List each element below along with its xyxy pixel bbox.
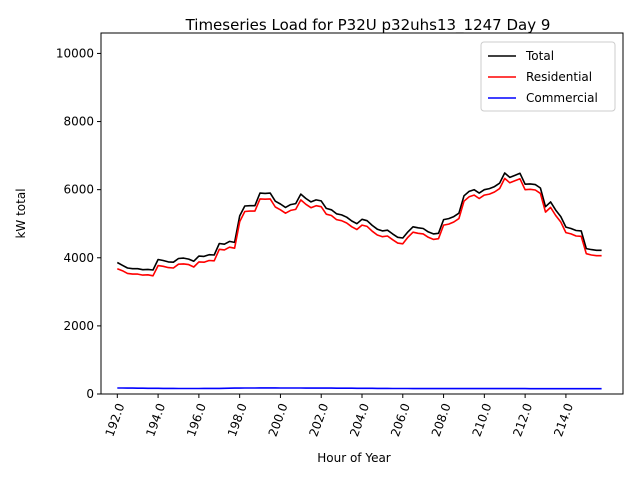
legend: Total Residential Commercial [480,41,616,112]
series-line-residential [117,177,602,277]
chart-title: Timeseries Load for P32U p32uhs13_1247 D… [185,16,551,35]
y-tick-label: 4000 [63,251,94,265]
x-tick-label: 194.0 [143,401,168,438]
y-tick-label: 0 [86,387,94,401]
x-tick-label: 214.0 [551,401,576,438]
x-tick-label: 212.0 [510,401,535,438]
x-tick-label: 200.0 [266,401,291,438]
x-axis-label: Hour of Year [317,451,391,465]
legend-label-total: Total [525,49,554,63]
x-tick-label: 210.0 [470,401,495,438]
x-tick-label: 206.0 [388,401,413,438]
y-tick-label: 8000 [63,115,94,129]
legend-label-residential: Residential [526,70,592,84]
x-tick-label: 204.0 [347,401,372,438]
series-layer [116,172,602,390]
plot-frame [100,32,624,395]
y-tick-label: 2000 [63,319,94,333]
x-tick-label: 202.0 [306,401,331,438]
series-line-total [116,172,602,271]
legend-box [480,41,616,112]
y-tick-label: 10000 [56,46,94,60]
x-tick-label: 196.0 [184,401,209,438]
legend-label-commercial: Commercial [526,91,598,105]
y-tick-label: 6000 [63,183,94,197]
y-axis-label: kW total [14,188,28,238]
x-tick-label: 208.0 [429,401,454,438]
x-tick-label: 192.0 [103,401,128,438]
x-tick-label: 198.0 [225,401,250,438]
series-line-commercial [117,387,602,390]
